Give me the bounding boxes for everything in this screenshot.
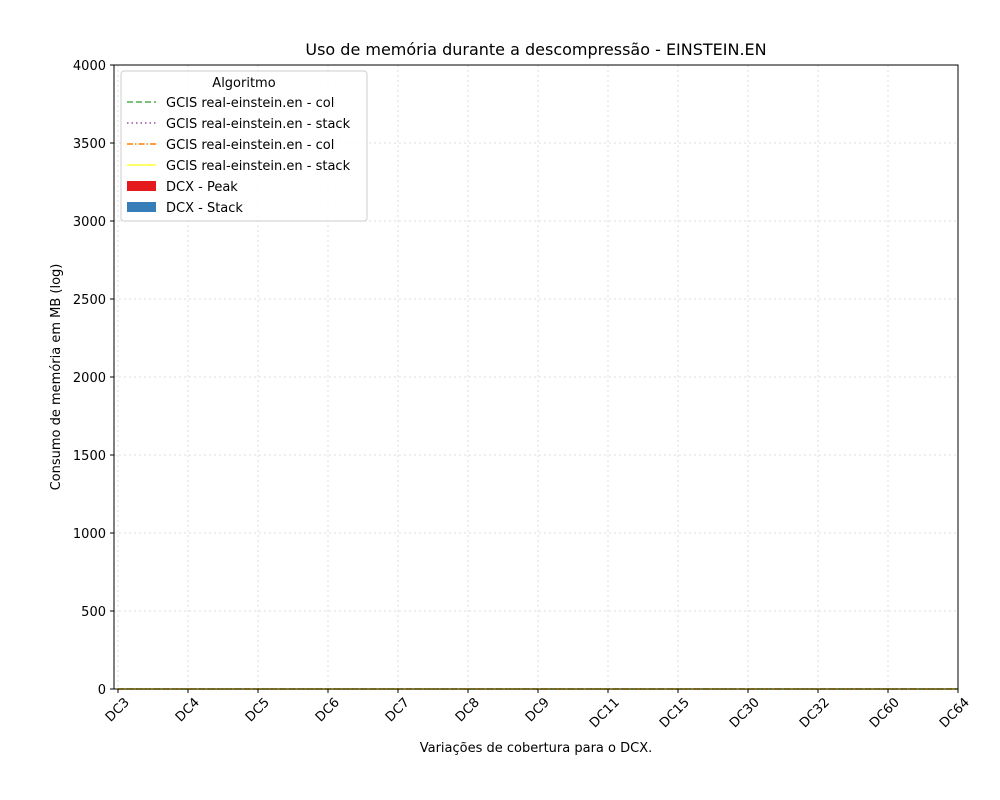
- legend-entries: GCIS real-einstein.en - col GCIS real-ein…: [127, 96, 351, 216]
- y-tick-label: 3500: [73, 137, 106, 152]
- y-axis: 0 500 1000 1500 2000 2500 3000 3500 4000: [73, 59, 114, 698]
- chart-title: Uso de memória durante a descompressão -…: [305, 40, 766, 59]
- x-axis: DC3 DC4 DC5 DC6 DC7 DC8 DC9 DC11 DC15 DC30 DC32 DC6…: [103, 689, 973, 731]
- legend-box: [120, 70, 368, 222]
- y-tick-label: 2500: [73, 293, 106, 308]
- x-tick-label-dc30: DC30: [727, 695, 763, 731]
- legend-swatch-4: [127, 181, 156, 191]
- x-tick-label-dc4: DC4: [173, 695, 203, 725]
- x-axis-label: Variações de cobertura para o DCX.: [420, 741, 653, 756]
- y-tick-label: 1000: [73, 527, 106, 542]
- y-tick-label: 4000: [73, 59, 106, 74]
- y-tick-label: 3000: [73, 215, 106, 230]
- x-tick-label-dc8: DC8: [453, 695, 483, 725]
- x-tick-label-dc32: DC32: [797, 695, 833, 731]
- y-tick-label: 500: [81, 605, 106, 620]
- legend-title: Algoritmo: [212, 76, 275, 91]
- y-axis-label: Consumo de memória em MB (log): [49, 264, 64, 491]
- legend-label-3: GCIS real-einstein.en - stack: [166, 159, 351, 174]
- legend: Algoritmo GCIS real-einstein.en - colGCI…: [120, 70, 368, 222]
- legend-label-4: DCX - Peak: [166, 180, 238, 195]
- legend-label-1: GCIS real-einstein.en - stack: [166, 117, 351, 132]
- x-tick-label-dc3: DC3: [103, 695, 133, 725]
- x-tick-label-dc9: DC9: [523, 695, 553, 725]
- x-tick-label-dc5: DC5: [243, 695, 273, 725]
- y-tick-label: 2000: [73, 371, 106, 386]
- y-tick-label: 1500: [73, 449, 106, 464]
- x-tick-label-dc15: DC15: [657, 695, 693, 731]
- y-tick-label: 0: [98, 683, 106, 698]
- legend-label-2: GCIS real-einstein.en - col: [166, 138, 334, 153]
- x-tick-label-dc6: DC6: [313, 695, 343, 725]
- x-tick-label-dc7: DC7: [383, 695, 413, 725]
- x-tick-label-dc64: DC64: [937, 695, 973, 731]
- legend-swatch-5: [127, 202, 156, 212]
- x-tick-label-dc11: DC11: [587, 695, 623, 731]
- legend-label-5: DCX - Stack: [166, 201, 243, 216]
- legend-label-0: GCIS real-einstein.en - col: [166, 96, 334, 111]
- x-tick-label-dc60: DC60: [867, 695, 903, 731]
